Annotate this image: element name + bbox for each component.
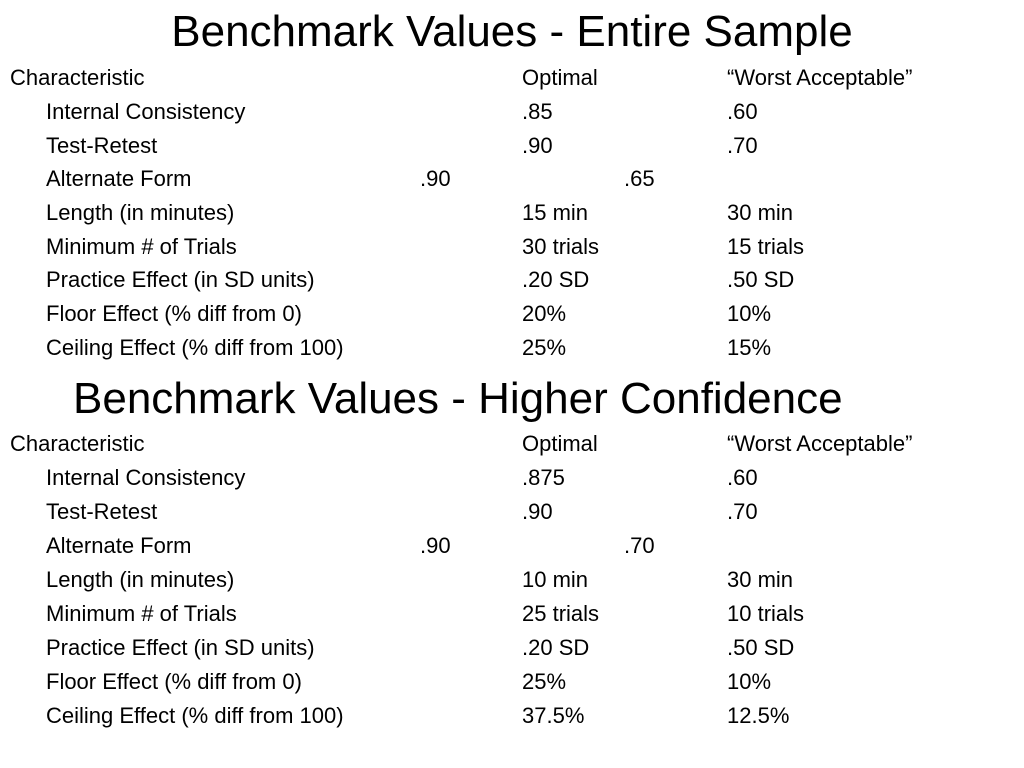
worst-acceptable-value: .60 — [727, 99, 758, 124]
worst-acceptable-value: .50 SD — [727, 635, 795, 660]
table-row: Test-Retest .90 .70 — [0, 131, 1024, 161]
table-row: Floor Effect (% diff from 0) 20% 10% — [0, 299, 1024, 329]
row-label: Floor Effect (% diff from 0) — [46, 301, 302, 326]
table-row: Minimum # of Trials 25 trials 10 trials — [0, 599, 1024, 629]
table-row: Floor Effect (% diff from 0) 25% 10% — [0, 667, 1024, 697]
column-header-characteristic: Characteristic — [10, 431, 145, 456]
row-label: Floor Effect (% diff from 0) — [46, 669, 302, 694]
worst-acceptable-value: 30 min — [727, 567, 794, 592]
row-label: Test-Retest — [46, 499, 158, 524]
table-row: Test-Retest .90 .70 — [0, 497, 1024, 527]
worst-acceptable-value: 15 trials — [727, 234, 805, 259]
column-header-worst-acceptable: “Worst Acceptable” — [727, 65, 913, 90]
optimal-value: 25% — [522, 669, 567, 694]
worst-acceptable-value: .50 SD — [727, 267, 795, 292]
optimal-value: 30 trials — [522, 234, 600, 259]
optimal-value: 37.5% — [522, 703, 585, 728]
row-label: Practice Effect (in SD units) — [46, 635, 315, 660]
table-row: Length (in minutes) 10 min 30 min — [0, 565, 1024, 595]
column-header-worst-acceptable: “Worst Acceptable” — [727, 431, 913, 456]
table-row: Length (in minutes) 15 min 30 min — [0, 198, 1024, 228]
optimal-value: 10 min — [522, 567, 589, 592]
table-row: Internal Consistency .85 .60 — [0, 97, 1024, 127]
table-row: Ceiling Effect (% diff from 100) 37.5% 1… — [0, 701, 1024, 731]
worst-acceptable-value: 12.5% — [727, 703, 790, 728]
optimal-value: .20 SD — [522, 635, 590, 660]
optimal-value: .90 — [522, 499, 553, 524]
row-label: Alternate Form — [46, 533, 192, 558]
optimal-value: 25% — [522, 335, 567, 360]
table-row: Practice Effect (in SD units) .20 SD .50… — [0, 633, 1024, 663]
optimal-value: .90 — [420, 533, 451, 558]
worst-acceptable-value: 10% — [727, 301, 772, 326]
table-row: Alternate Form .90 .65 — [0, 164, 1024, 194]
worst-acceptable-value: 10% — [727, 669, 772, 694]
table-row: Practice Effect (in SD units) .20 SD .50… — [0, 265, 1024, 295]
worst-acceptable-value: .65 — [624, 166, 655, 191]
optimal-value: .90 — [522, 133, 553, 158]
table-row: Ceiling Effect (% diff from 100) 25% 15% — [0, 333, 1024, 363]
row-label: Internal Consistency — [46, 465, 246, 490]
section-2-title: Benchmark Values - Higher Confidence — [73, 374, 843, 423]
row-label: Internal Consistency — [46, 99, 246, 124]
row-label: Test-Retest — [46, 133, 158, 158]
optimal-value: 15 min — [522, 200, 589, 225]
worst-acceptable-value: .70 — [727, 133, 758, 158]
optimal-value: .90 — [420, 166, 451, 191]
worst-acceptable-value: 30 min — [727, 200, 794, 225]
table-row: Alternate Form .90 .70 — [0, 531, 1024, 561]
row-label: Length (in minutes) — [46, 567, 235, 592]
row-label: Practice Effect (in SD units) — [46, 267, 315, 292]
worst-acceptable-value: 10 trials — [727, 601, 805, 626]
worst-acceptable-value: .70 — [624, 533, 655, 558]
row-label: Ceiling Effect (% diff from 100) — [46, 703, 344, 728]
row-label: Minimum # of Trials — [46, 234, 237, 259]
row-label: Alternate Form — [46, 166, 192, 191]
worst-acceptable-value: .60 — [727, 465, 758, 490]
worst-acceptable-value: .70 — [727, 499, 758, 524]
row-label: Minimum # of Trials — [46, 601, 237, 626]
optimal-value: .85 — [522, 99, 553, 124]
table-row: Minimum # of Trials 30 trials 15 trials — [0, 232, 1024, 262]
table-row: Internal Consistency .875 .60 — [0, 463, 1024, 493]
row-label: Length (in minutes) — [46, 200, 235, 225]
optimal-value: 20% — [522, 301, 567, 326]
column-header-optimal: Optimal — [522, 431, 598, 456]
row-label: Ceiling Effect (% diff from 100) — [46, 335, 344, 360]
section-2-header-row: Characteristic Optimal “Worst Acceptable… — [0, 429, 1024, 459]
column-header-characteristic: Characteristic — [10, 65, 145, 90]
optimal-value: 25 trials — [522, 601, 600, 626]
optimal-value: .20 SD — [522, 267, 590, 292]
column-header-optimal: Optimal — [522, 65, 598, 90]
optimal-value: .875 — [522, 465, 565, 490]
section-1-header-row: Characteristic Optimal “Worst Acceptable… — [0, 63, 1024, 93]
section-1-title: Benchmark Values - Entire Sample — [171, 7, 853, 56]
worst-acceptable-value: 15% — [727, 335, 772, 360]
